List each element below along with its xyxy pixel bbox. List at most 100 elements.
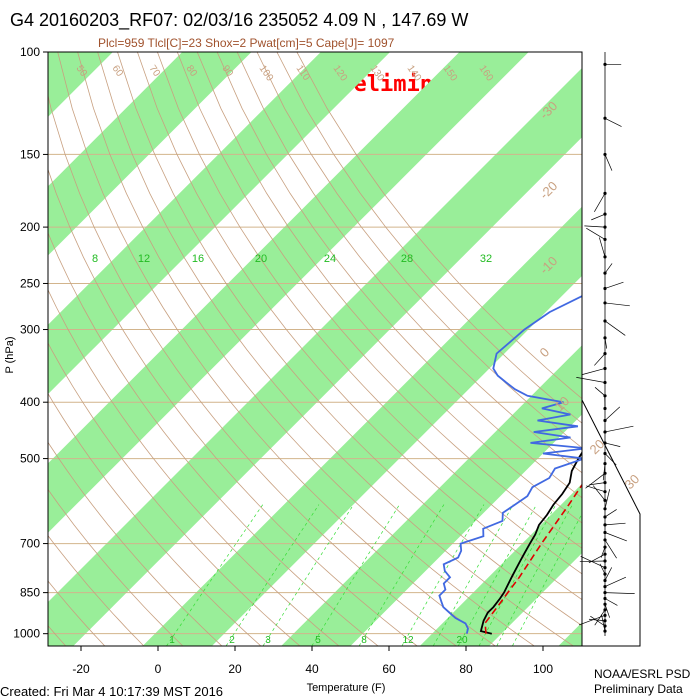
dry-adiabat	[48, 580, 106, 646]
credit-agency: NOAA/ESRL PSD	[594, 667, 691, 681]
parcel-line	[484, 483, 582, 634]
x-tick-label: 80	[459, 662, 473, 676]
wind-barb	[588, 618, 606, 622]
isotherm-label: -20	[537, 178, 561, 202]
wind-barb	[585, 473, 606, 489]
y-tick-label: 250	[20, 276, 40, 290]
wind-barb	[578, 615, 606, 626]
wind-level-dot	[603, 629, 607, 633]
wind-barb	[584, 225, 606, 228]
dry-adiabat	[48, 168, 418, 646]
wind-barb	[589, 482, 606, 486]
wind-barb	[592, 485, 606, 501]
mixing-ratio-label: 20	[456, 635, 468, 646]
wind-barb	[604, 263, 613, 274]
y-tick-label: 100	[20, 45, 40, 59]
wind-barb	[604, 320, 626, 336]
wind-barb	[604, 522, 626, 526]
wind-barb	[604, 489, 610, 509]
isotherm-band	[281, 345, 582, 646]
wind-barb	[581, 368, 606, 376]
y-tick-label: 500	[20, 452, 40, 466]
dry-adiabat	[157, 52, 582, 575]
x-tick-label: 20	[228, 662, 242, 676]
wind-barb	[604, 539, 617, 559]
dry-adiabat	[57, 52, 496, 646]
wind-barb	[599, 563, 606, 575]
mixing-ratio-label: 8	[92, 253, 98, 265]
wind-barb	[604, 509, 617, 518]
mixing-ratio-line	[496, 504, 573, 646]
dry-adiabat-label: 100	[257, 63, 276, 83]
wind-barb	[594, 353, 606, 366]
dry-adiabat-label: 60	[110, 63, 126, 79]
wind-barb	[601, 614, 606, 632]
dry-adiabat	[48, 392, 262, 646]
isotherm-band	[48, 52, 252, 256]
dry-adiabat	[48, 288, 340, 646]
dry-adiabat	[48, 488, 184, 646]
isotherm-band	[48, 52, 529, 533]
dry-adiabat	[176, 52, 582, 549]
wind-level-dot	[603, 152, 607, 157]
wind-barb	[576, 377, 606, 383]
wind-barb	[602, 463, 606, 481]
y-axis-label: P (hPa)	[4, 336, 16, 373]
isotherm-band	[142, 206, 582, 646]
x-axis-label: Temperature (F)	[307, 682, 386, 694]
mixing-ratio-label: 12	[138, 253, 150, 265]
mixing-ratio-line	[432, 504, 514, 646]
wind-barb	[604, 453, 617, 466]
wind-barb	[591, 213, 606, 221]
wind-barb	[594, 193, 606, 213]
stability-indices: Plcl=959 Tlcl[C]=23 Shox=2 Pwat[cm]=5 Ca…	[98, 36, 395, 50]
wind-barb	[604, 576, 627, 587]
mixing-ratio-line	[225, 504, 320, 646]
dry-adiabat	[236, 52, 582, 474]
wind-barb	[604, 154, 613, 171]
dew-point-line	[438, 233, 582, 634]
wind-barb	[604, 532, 627, 542]
dry-adiabat	[48, 231, 379, 646]
wind-barb	[604, 406, 621, 421]
x-tick-label: 100	[533, 662, 553, 676]
temperature-line	[479, 451, 582, 635]
isotherm-label: 30	[622, 471, 643, 492]
mixing-ratio-label: 20	[255, 253, 267, 265]
wind-barb	[586, 227, 606, 240]
wind-level-dot	[603, 619, 607, 623]
wind-level-dot	[603, 566, 607, 570]
sounding-series	[438, 233, 582, 635]
mixing-ratio-line	[166, 504, 264, 646]
mixing-ratio-label: 28	[401, 253, 413, 265]
mixing-ratio-label: 12	[402, 635, 414, 646]
mixing-ratio-label: 2	[229, 635, 235, 646]
wind-barb	[604, 442, 621, 447]
chart-title: G4 20160203_RF07: 02/03/16 235052 4.09 N…	[10, 10, 469, 30]
credit-preliminary: Preliminary Data	[594, 682, 683, 696]
dry-adiabat	[48, 535, 145, 646]
mixing-ratio-line	[457, 504, 537, 646]
wind-barb	[579, 560, 606, 562]
x-tick-label: 0	[155, 662, 162, 676]
mixing-ratio-label: 3	[265, 635, 271, 646]
wind-level-dot	[603, 523, 607, 527]
x-tick-label: 60	[382, 662, 396, 676]
created-timestamp: Created: Fri Mar 4 10:17:39 MST 2016	[0, 684, 224, 699]
mixing-ratio-label: 5	[315, 635, 321, 646]
mixing-ratio-line	[512, 513, 582, 646]
x-tick-label: 40	[305, 662, 319, 676]
isotherm-band	[48, 52, 113, 117]
mixing-ratio-label: 8	[361, 635, 367, 646]
wind-barb	[604, 598, 618, 606]
wind-barb	[604, 337, 608, 349]
isotherm-band	[419, 483, 582, 646]
mixing-ratio-line	[478, 504, 557, 646]
isotherm-band	[48, 52, 391, 395]
mixing-ratio-label: 1	[169, 635, 175, 646]
isotherm-label: 0	[537, 344, 553, 360]
y-tick-label: 300	[20, 323, 40, 337]
wind-level-dot	[603, 572, 607, 576]
dry-adiabat	[48, 441, 223, 646]
